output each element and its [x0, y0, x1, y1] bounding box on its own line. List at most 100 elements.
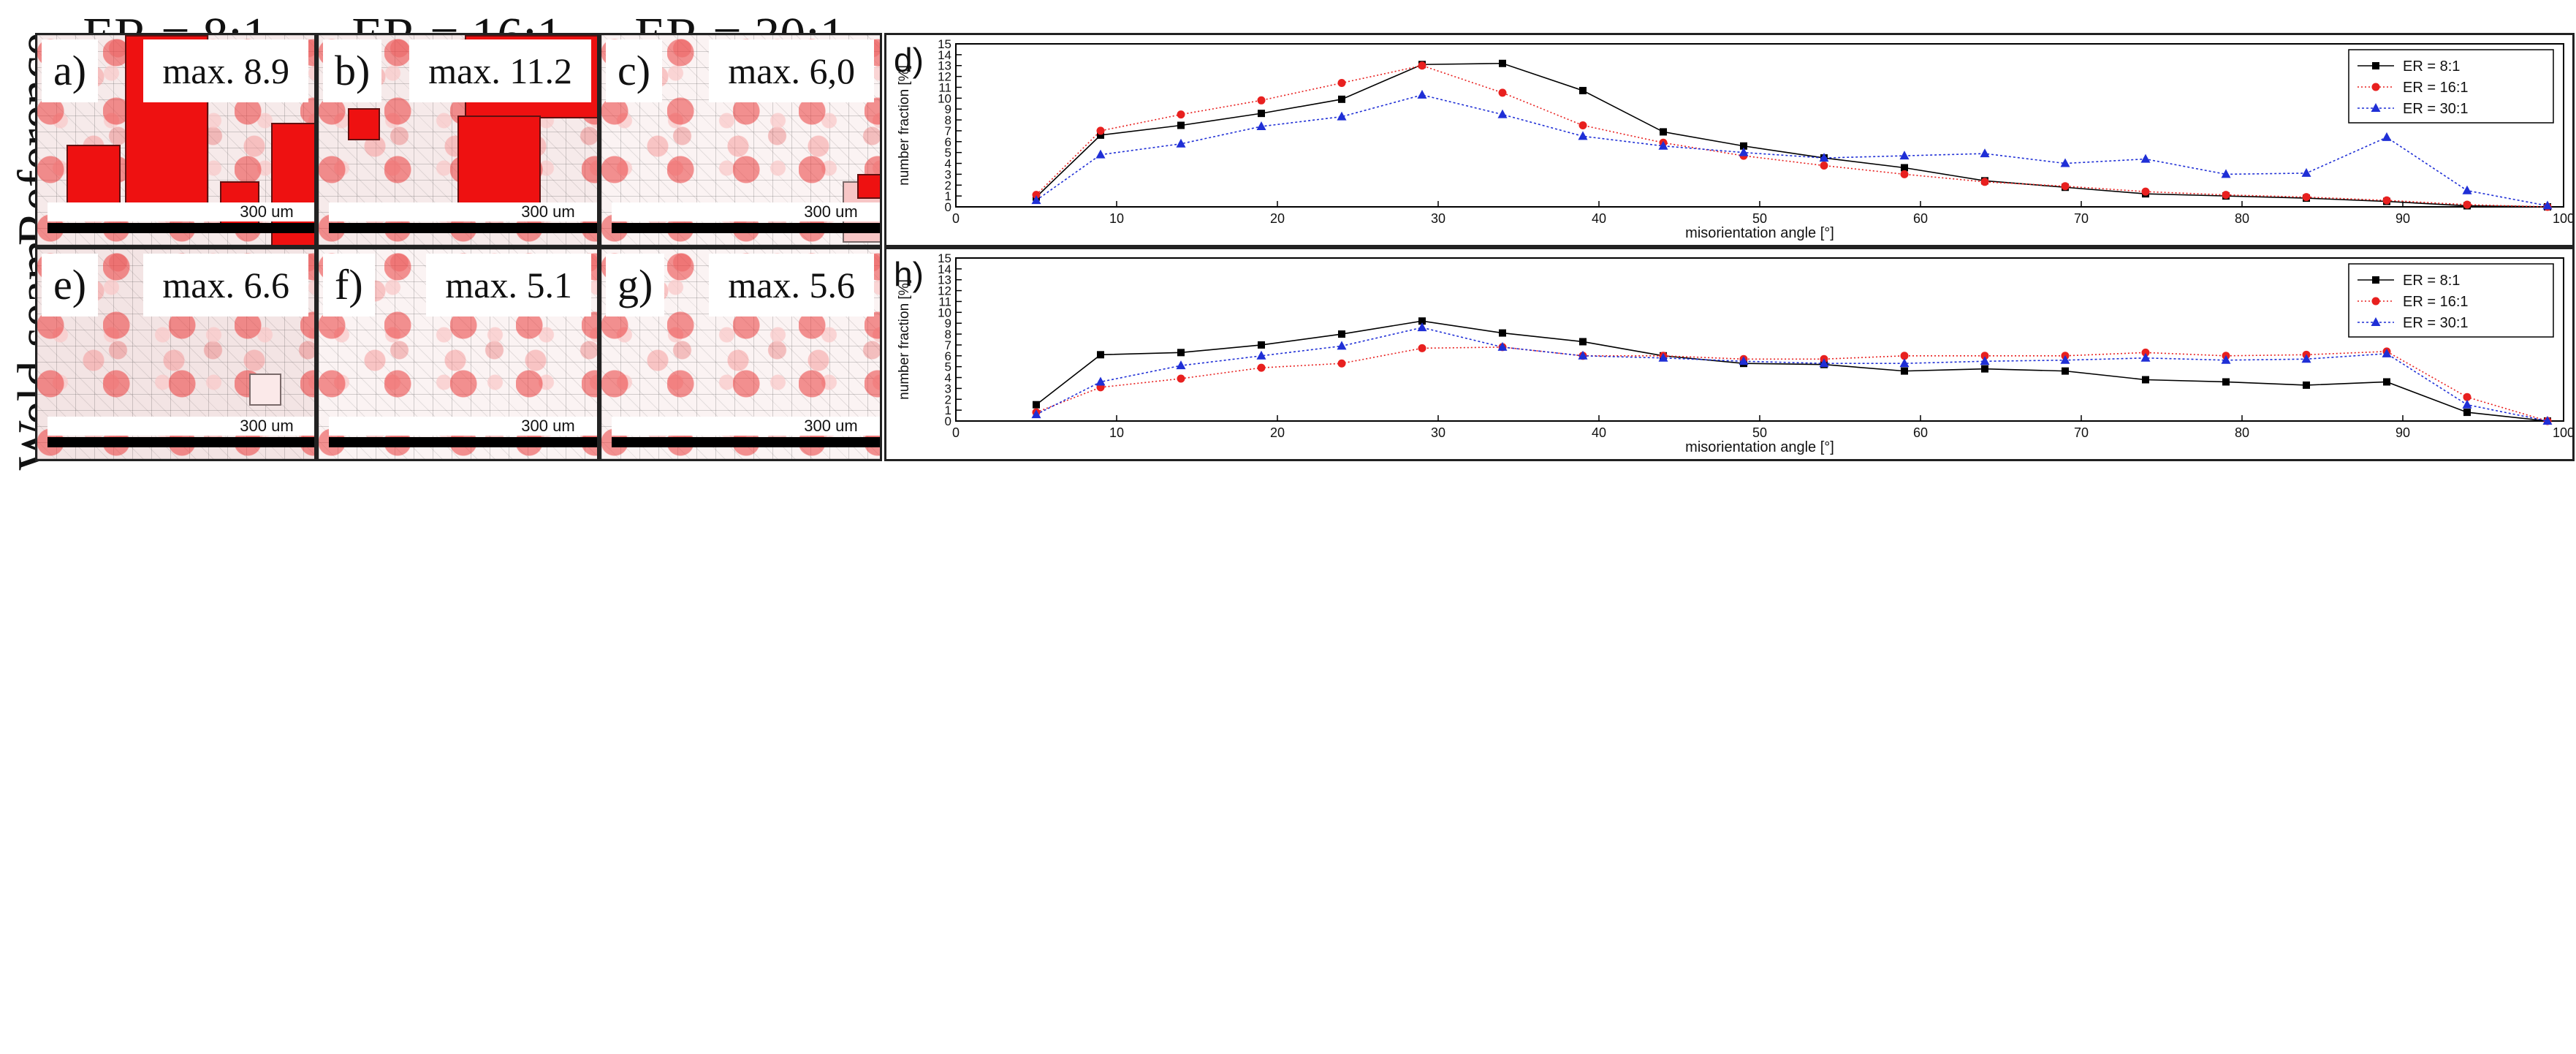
data-point — [2222, 378, 2230, 386]
y-tick-label: 15 — [938, 37, 951, 51]
grain-cluster — [857, 174, 880, 199]
y-tick-label: 9 — [945, 102, 951, 116]
y-axis-label: number fraction [%] — [897, 65, 912, 186]
data-point — [1579, 338, 1587, 346]
data-point — [2142, 376, 2149, 384]
legend-label: ER = 8:1 — [2403, 273, 2460, 289]
data-point — [1901, 367, 1908, 375]
x-tick-label: 10 — [1109, 211, 1124, 226]
scale-bar-line — [612, 437, 880, 447]
y-tick-label: 15 — [938, 251, 951, 265]
y-tick-label: 12 — [938, 284, 951, 298]
y-tick-label: 8 — [945, 113, 951, 127]
scale-bar-label: 300 um — [329, 202, 597, 221]
scale-bar-label: 300 um — [612, 202, 880, 221]
data-point — [1980, 352, 1989, 360]
panel-label: a) — [42, 39, 99, 102]
y-tick-label: 0 — [945, 200, 951, 214]
x-tick-label: 30 — [1431, 425, 1445, 440]
data-point — [1660, 128, 1667, 136]
data-point — [1097, 351, 1104, 359]
y-tick-label: 11 — [938, 295, 951, 308]
data-point — [2463, 200, 2471, 209]
y-tick-label: 10 — [938, 91, 951, 105]
data-point — [1899, 151, 1910, 160]
data-point — [2061, 182, 2070, 191]
data-point — [1899, 358, 1910, 368]
y-tick-label: 3 — [945, 167, 951, 181]
y-tick-label: 1 — [945, 189, 951, 203]
max-value-label: max. 6.6 — [143, 254, 308, 316]
data-point — [2463, 409, 2471, 417]
y-tick-label: 7 — [945, 338, 951, 352]
data-point — [1499, 59, 1506, 67]
y-tick-label: 12 — [938, 70, 951, 84]
data-point — [2140, 153, 2151, 163]
y-tick-label: 14 — [938, 262, 951, 276]
legend-label: ER = 16:1 — [2403, 80, 2469, 96]
y-tick-label: 13 — [938, 273, 951, 287]
chart-panel-label: d) — [894, 41, 924, 79]
x-tick-label: 50 — [1752, 211, 1767, 226]
scale-bar: 300 um — [612, 198, 880, 233]
data-point — [1499, 329, 1506, 337]
x-tick-label: 90 — [2395, 425, 2410, 440]
data-point — [1176, 360, 1186, 370]
data-point — [2301, 354, 2311, 363]
data-point — [1740, 142, 1747, 150]
data-point — [1177, 110, 1185, 119]
data-point — [1097, 131, 1104, 139]
max-value-label: max. 6,0 — [709, 39, 874, 102]
series-line — [1036, 346, 2548, 422]
x-tick-label: 100 — [2553, 425, 2572, 440]
chart-panel-d: d) 0 1 2 3 4 5 6 7 8 9 10 11 12 13 14 15 0 10 20 30 40 50 60 70 8… — [884, 33, 2575, 247]
data-point — [2221, 169, 2231, 178]
y-tick-label: 8 — [945, 327, 951, 341]
micrograph-panel-f: f) max. 5.1 300 um — [316, 247, 599, 461]
panel-label: c) — [606, 39, 663, 102]
data-point — [2141, 187, 2150, 196]
micrograph-panel-c: c) max. 6,0 300 um — [599, 33, 882, 247]
y-axis-label: number fraction [%] — [897, 279, 912, 400]
data-point — [2542, 200, 2553, 210]
series-line — [1036, 320, 2548, 422]
x-tick-label: 90 — [2395, 211, 2410, 226]
y-tick-label: 4 — [945, 157, 951, 171]
max-value-label: max. 11.2 — [409, 39, 591, 102]
grain-cluster — [457, 115, 541, 213]
scale-bar: 300 um — [48, 198, 314, 233]
series-line — [1036, 327, 2548, 422]
legend-marker — [2372, 62, 2379, 69]
legend-marker — [2371, 83, 2380, 91]
panel-label: f) — [323, 254, 375, 316]
y-tick-label: 13 — [938, 59, 951, 73]
data-point — [2221, 355, 2231, 364]
data-point — [1337, 341, 1347, 350]
data-point — [1980, 178, 1989, 186]
micrograph-panel-g: g) max. 5.6 300 um — [599, 247, 882, 461]
y-tick-label: 5 — [945, 146, 951, 160]
chart-panel-label: h) — [894, 255, 924, 293]
max-value-label: max. 8.9 — [143, 39, 308, 102]
data-point — [1578, 121, 1587, 129]
x-tick-label: 40 — [1592, 211, 1606, 226]
data-point — [1418, 344, 1426, 352]
data-point — [1031, 195, 1041, 205]
data-point — [1177, 374, 1185, 383]
data-point — [2302, 193, 2311, 202]
y-tick-label: 1 — [945, 403, 951, 417]
x-axis-label: misorientation angle [°] — [1685, 439, 1834, 455]
data-point — [1096, 126, 1105, 135]
series-line — [1036, 64, 2548, 208]
x-tick-label: 50 — [1752, 425, 1767, 440]
data-point — [2303, 381, 2310, 389]
data-point — [1418, 317, 1426, 325]
scale-bar-line — [48, 223, 314, 233]
data-point — [1257, 96, 1266, 105]
data-point — [1900, 352, 1909, 360]
panel-label: g) — [606, 254, 665, 316]
scale-bar-label: 300 um — [329, 417, 597, 436]
data-point — [2383, 378, 2390, 386]
